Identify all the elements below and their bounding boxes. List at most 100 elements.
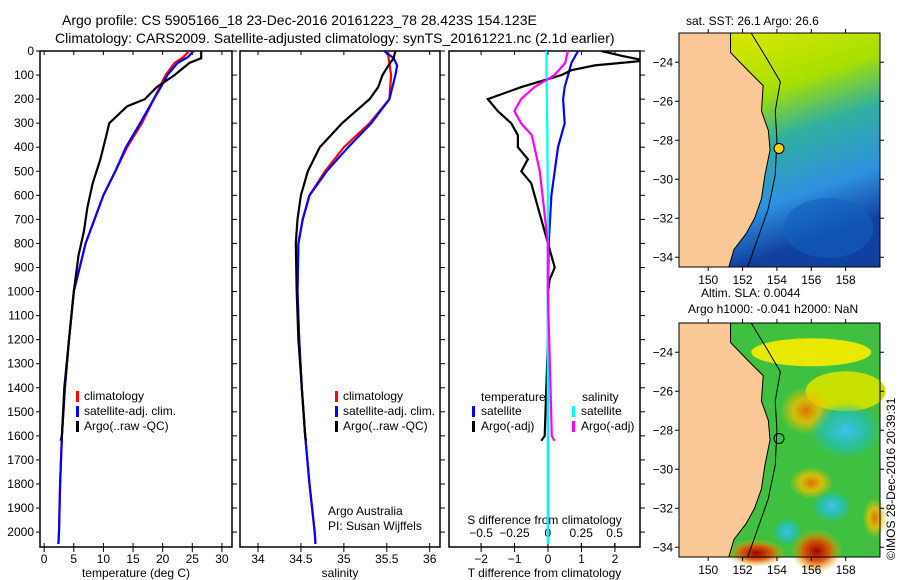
- series-group: [485, 51, 640, 545]
- legend-label: climatology: [84, 389, 144, 403]
- lat-tick-label: −30: [653, 462, 674, 476]
- series-satellite-adj-clim-: [57, 51, 195, 545]
- lat-tick-label: −32: [653, 501, 674, 515]
- legend-title-temperature: temperature: [481, 390, 546, 404]
- legend-swatch: [472, 406, 475, 417]
- lat-tick-label: −26: [653, 384, 674, 398]
- lat-tick-label: −24: [653, 55, 674, 69]
- x-tick-label: −2: [474, 552, 488, 566]
- lon-tick-label: 154: [767, 563, 787, 577]
- y-tick-label: 1400: [7, 381, 34, 395]
- isobath-line: [747, 322, 781, 558]
- legend-label: satellite: [581, 404, 622, 418]
- series-climatology: [57, 51, 191, 545]
- y-tick-label: 1500: [7, 405, 34, 419]
- x-tick-label: 1: [578, 552, 585, 566]
- legend-swatch: [335, 421, 338, 432]
- s-tick-label: −0.25: [499, 526, 530, 540]
- lon-tick-label: 158: [836, 273, 856, 287]
- lat-tick-label: −34: [653, 250, 674, 264]
- legend-label: Argo(-adj): [581, 419, 634, 433]
- lat-tick-label: −30: [653, 172, 674, 186]
- s-tick-label: −0.5: [469, 526, 493, 540]
- x-tick-label: 35.5: [375, 552, 399, 566]
- x-tick-label: 0: [41, 552, 48, 566]
- lat-tick-label: −26: [653, 94, 674, 108]
- y-tick-label: 1600: [7, 429, 34, 443]
- lon-tick-label: 152: [733, 563, 753, 577]
- series-s-argo-adj-: [513, 51, 569, 442]
- plot-frame: [239, 50, 441, 548]
- y-tick-label: 800: [14, 236, 34, 250]
- legend-label: Argo(..raw -QC): [84, 419, 169, 433]
- sla-anomaly: [809, 402, 882, 459]
- x-tick-label: 35: [337, 552, 351, 566]
- y-tick-label: 0: [27, 44, 34, 58]
- x-tick-label: 2: [612, 552, 619, 566]
- y-tick-label: 2000: [7, 525, 34, 539]
- annotation-line: PI: Susan Wijffels: [328, 519, 422, 533]
- title-line-1: Argo profile: CS 5905166_18 23-Dec-2016 …: [62, 12, 537, 28]
- legend-swatch: [572, 406, 575, 417]
- x-axis-label: temperature (deg C): [82, 566, 190, 580]
- lon-tick-label: 158: [836, 563, 856, 577]
- y-tick-label: 200: [14, 92, 34, 106]
- sla-anomaly: [789, 466, 834, 499]
- plot-frame: [448, 50, 641, 548]
- legend-swatch: [472, 421, 475, 432]
- copyright-stamp: ©IMOS 28-Dec-2016 20:39:31: [884, 397, 898, 560]
- y-tick-label: 1100: [8, 309, 34, 323]
- title-line-2: Climatology: CARS2009. Satellite-adjuste…: [55, 30, 615, 46]
- argo-location-marker: [773, 142, 785, 154]
- sla-map: 150 152 154 156 158 −24 −26 −28 −30 −32 −34: [653, 319, 887, 577]
- legend-label: satellite-adj. clim.: [84, 404, 176, 418]
- x-tick-label: 15: [126, 552, 140, 566]
- x-axis-label: T difference from climatology: [468, 566, 622, 580]
- y-tick-label: 1900: [7, 501, 34, 515]
- profile-panel-3: −2 −1 0 1 2T difference from climatology −0.5…: [448, 50, 645, 580]
- map-frame: [678, 322, 881, 558]
- s-axis-label: S difference from climatology: [467, 513, 622, 527]
- sst-map-title: sat. SST: 26.1 Argo: 26.6: [686, 14, 819, 28]
- sla-map-title-2: Argo h1000: -0.041 h2000: NaN: [688, 302, 859, 316]
- s-tick-label: 0.25: [570, 526, 594, 540]
- series-t-argo-adj-: [485, 51, 640, 442]
- sla-anomaly: [751, 338, 872, 367]
- series-s-satellite: [545, 51, 549, 545]
- legend-label: Argo(..raw -QC): [343, 419, 428, 433]
- legend-label: Argo(-adj): [481, 419, 534, 433]
- lat-tick-label: −28: [653, 133, 674, 147]
- map-frame: [678, 32, 881, 268]
- lat-tick-label: −28: [653, 423, 674, 437]
- sla-anomaly: [726, 539, 787, 568]
- x-tick-label: 10: [97, 552, 111, 566]
- series-group: [294, 51, 399, 545]
- x-tick-label: 25: [186, 552, 200, 566]
- lat-tick-label: −24: [653, 345, 674, 359]
- legend-swatch: [76, 421, 79, 432]
- y-tick-label: 1800: [7, 477, 34, 491]
- legend-label: climatology: [343, 389, 403, 403]
- annotation-line: Argo Australia: [328, 504, 403, 518]
- x-tick-label: −1: [508, 552, 522, 566]
- legend-swatch: [76, 406, 79, 417]
- x-tick-label: 36: [423, 552, 437, 566]
- y-tick-label: 600: [14, 188, 34, 202]
- y-tick-label: 1300: [7, 357, 34, 371]
- land-australia: [678, 322, 771, 558]
- sst-map: 150 152 154 156 158 −24 −26 −28 −30 −32 −34: [653, 29, 884, 287]
- y-tick-label: 1700: [7, 453, 34, 467]
- x-tick-label: 5: [70, 552, 77, 566]
- sla-anomaly: [811, 490, 852, 523]
- x-tick-label: 30: [215, 552, 229, 566]
- cool-eddy: [783, 198, 874, 258]
- x-tick-label: 34: [251, 552, 265, 566]
- lon-tick-label: 156: [801, 273, 821, 287]
- argo-location-marker: [773, 432, 785, 444]
- y-tick-label: 1200: [7, 333, 34, 347]
- lon-tick-label: 150: [698, 273, 718, 287]
- legend-swatch: [335, 391, 338, 402]
- y-tick-label: 500: [14, 164, 34, 178]
